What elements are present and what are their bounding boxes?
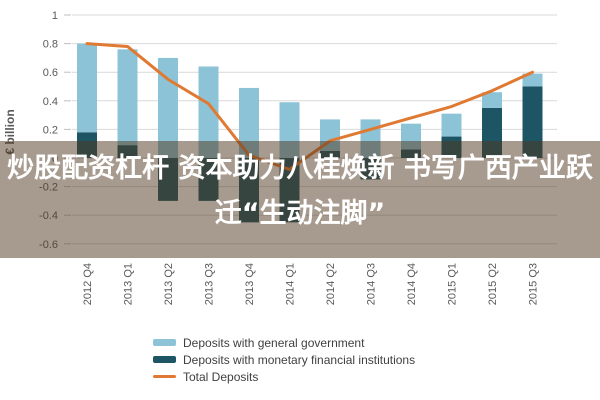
- legend-item-total-deposits: Total Deposits: [153, 368, 415, 385]
- headline-line-2: 迁“生动注脚”: [214, 198, 386, 229]
- legend-label: Total Deposits: [183, 369, 259, 384]
- y-tick-label: 1: [52, 10, 58, 22]
- y-tick-label: 0.8: [43, 39, 58, 51]
- x-tick-label: 2012 Q4: [82, 263, 94, 305]
- x-tick-label: 2014 Q1: [285, 263, 297, 305]
- x-tick-label: 2013 Q3: [204, 263, 216, 305]
- x-tick-label: 2014 Q2: [325, 263, 337, 305]
- bar-general-government: [117, 49, 138, 146]
- bar-general-government: [482, 92, 502, 108]
- legend-label: Deposits with general government: [183, 335, 365, 350]
- x-tick-label: 2015 Q3: [528, 263, 540, 305]
- y-tick-label: 0.4: [43, 96, 58, 108]
- headline-line-1: 炒股配资杠杆 资本助力八桂焕新 书写广西产业跃: [7, 153, 593, 184]
- x-tick-label: 2014 Q4: [406, 263, 418, 305]
- headline-overlay-band: [0, 141, 600, 258]
- legend-swatch-total-deposits-icon: [153, 375, 176, 378]
- bar-general-government: [239, 87, 259, 158]
- legend-item-monetary-financial-institutions: Deposits with monetary financial institu…: [153, 351, 415, 368]
- x-tick-label: 2014 Q3: [366, 263, 378, 305]
- y-tick-label: 0.6: [43, 67, 58, 79]
- chart-legend: Deposits with general government Deposit…: [153, 334, 415, 385]
- bar-general-government: [441, 113, 462, 137]
- legend-swatch-monetary-financial-institutions-icon: [153, 356, 176, 363]
- x-tick-label: 2015 Q1: [447, 263, 459, 305]
- x-tick-label: 2013 Q2: [163, 263, 175, 305]
- bar-general-government: [198, 66, 219, 158]
- bar-general-government: [522, 73, 543, 87]
- bar-general-government: [77, 43, 97, 133]
- legend-swatch-general-government-icon: [153, 339, 176, 346]
- x-tick-label: 2013 Q4: [244, 263, 256, 305]
- legend-label: Deposits with monetary financial institu…: [183, 352, 416, 367]
- y-tick-label: 0.2: [43, 124, 58, 136]
- x-tick-label: 2015 Q2: [487, 263, 499, 305]
- x-tick-label: 2013 Q1: [123, 263, 135, 305]
- legend-item-general-government: Deposits with general government: [153, 334, 415, 351]
- bar-monetary-financial-institutions: [522, 86, 543, 158]
